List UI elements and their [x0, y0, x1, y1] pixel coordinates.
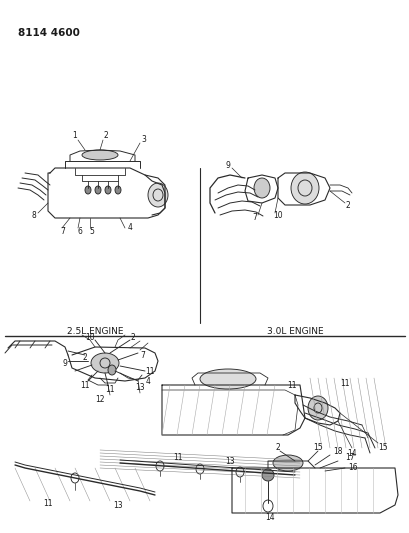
Text: 9: 9: [63, 359, 67, 367]
Ellipse shape: [115, 186, 121, 194]
Text: 11: 11: [145, 367, 154, 376]
Ellipse shape: [290, 172, 318, 204]
Ellipse shape: [105, 186, 111, 194]
Text: 16: 16: [347, 464, 357, 472]
Text: 11: 11: [173, 453, 182, 462]
Text: 11: 11: [43, 498, 53, 507]
Ellipse shape: [148, 183, 168, 207]
Text: 8: 8: [31, 211, 36, 220]
Text: 8114 4600: 8114 4600: [18, 28, 80, 38]
Text: 11: 11: [287, 381, 296, 390]
Ellipse shape: [85, 186, 91, 194]
Text: 7: 7: [140, 351, 145, 359]
Text: 13: 13: [135, 384, 144, 392]
Ellipse shape: [108, 365, 116, 375]
Text: 5: 5: [89, 227, 94, 236]
Text: 2: 2: [130, 333, 135, 342]
Ellipse shape: [261, 469, 273, 481]
Ellipse shape: [307, 396, 327, 420]
Text: 3.0L ENGINE: 3.0L ENGINE: [266, 327, 323, 335]
Text: 2: 2: [83, 353, 87, 362]
Ellipse shape: [272, 455, 302, 471]
Ellipse shape: [254, 178, 270, 198]
Text: 11: 11: [339, 378, 349, 387]
Text: 12: 12: [95, 395, 104, 405]
Text: 10: 10: [272, 212, 282, 221]
Text: 4: 4: [145, 376, 150, 385]
Text: 18: 18: [333, 447, 342, 456]
Text: 1: 1: [72, 132, 77, 141]
Text: 11: 11: [80, 381, 90, 390]
Text: 2: 2: [275, 442, 280, 451]
Ellipse shape: [95, 186, 101, 194]
Text: 6: 6: [77, 227, 82, 236]
Text: 13: 13: [113, 500, 123, 510]
Text: 4: 4: [127, 223, 132, 232]
Ellipse shape: [82, 150, 118, 160]
Text: 14: 14: [265, 513, 274, 522]
Text: 2: 2: [345, 201, 350, 211]
Text: 15: 15: [312, 442, 322, 451]
Text: 14: 14: [346, 448, 356, 457]
Text: 17: 17: [344, 453, 354, 462]
Text: 7: 7: [61, 227, 65, 236]
Text: 13: 13: [225, 456, 234, 465]
Text: 9: 9: [225, 160, 230, 169]
Text: 10: 10: [85, 333, 94, 342]
Text: 15: 15: [377, 443, 387, 453]
Text: 7: 7: [252, 214, 257, 222]
Ellipse shape: [200, 369, 255, 389]
Text: 11: 11: [105, 385, 115, 394]
Text: 3: 3: [141, 135, 146, 144]
Text: 2: 2: [103, 132, 108, 141]
Ellipse shape: [91, 353, 119, 373]
Text: 2.5L ENGINE: 2.5L ENGINE: [67, 327, 123, 335]
